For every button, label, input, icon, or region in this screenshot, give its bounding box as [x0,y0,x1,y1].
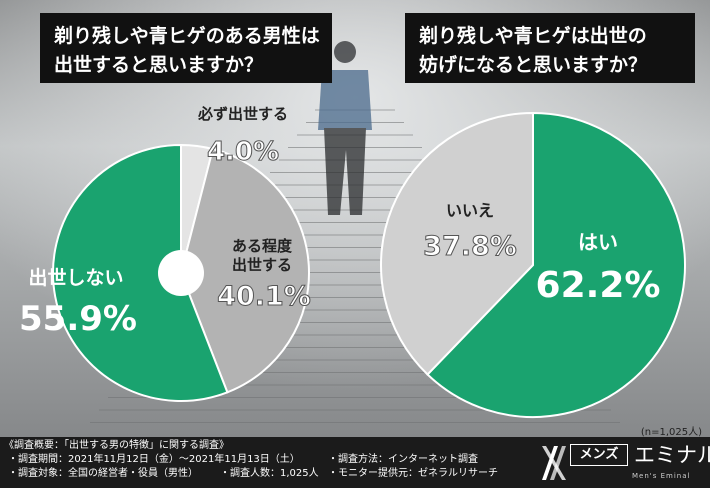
label-somewhat-title-1: ある程度 [232,237,293,255]
man-silhouette [318,41,372,215]
label-disagree-title: いいえ [446,201,494,220]
logo-subtitle: Men's Eminal [632,472,691,480]
question-box-2: 剃り残しや青ヒゲは出世の 妨げになると思いますか？ [405,13,695,83]
question-2-line-2: 妨げになると思いますか？ [419,54,648,76]
survey-target: ・調査対象：全国の経営者・役員（男性） [8,468,198,479]
survey-method: ・調査方法：インターネット調査 [328,454,478,465]
question-1-line-1: 剃り残しや青ヒゲのある男性は [54,25,320,47]
logo-mark-icon [542,446,566,480]
label-yes-value: 62.2% [536,265,661,306]
label-no-title: 出世しない [28,266,123,289]
pie-slice-1 [426,111,686,418]
label-must-title: 必ず出世する [197,105,288,123]
question-2-line-1: 剃り残しや青ヒゲは出世の [419,25,647,47]
pie-chart-1 [52,143,310,402]
brand-logo: メンズ エミナル Men's Eminal [540,440,710,485]
survey-footer: 《調査概要：「出世する男の特徴」に関する調査》 ・調査期間：2021年11月12… [0,437,710,488]
survey-period: ・調査期間：2021年11月12日（金）～2021年11月13日（土） [8,454,300,465]
label-must-value: 4.0% [207,137,279,167]
survey-count: ・調査人数：1,025人 [220,468,319,479]
sample-size-note: (n=1,025人) [640,427,702,438]
question-box-1: 剃り残しや青ヒゲのある男性は 出世すると思いますか？ [40,13,332,83]
logo-mens-box: メンズ [570,444,628,466]
pie-1-center-hole [158,250,204,296]
label-disagree-value: 37.8% [423,231,517,262]
pie-slice-2 [179,147,310,394]
logo-name: エミナル [634,443,710,467]
survey-provider: ・モニター提供元：ゼネラルリサーチ [328,468,498,479]
label-somewhat-value: 40.1% [217,281,311,312]
label-yes-title: はい [578,230,618,254]
question-1-line-2: 出世すると思いますか？ [54,54,264,76]
label-no-value: 55.9% [19,299,137,339]
survey-heading: 《調査概要：「出世する男の特徴」に関する調査》 [4,440,229,451]
pie-chart-2 [380,111,686,418]
pie-slice-2 [380,111,534,376]
pie-charts: 必ず出世する 4.0% ある程度 出世する 40.1% 出世しない 55.9% … [19,105,686,418]
pie-slice-3 [52,143,229,402]
label-somewhat-title-2: 出世する [232,256,292,274]
